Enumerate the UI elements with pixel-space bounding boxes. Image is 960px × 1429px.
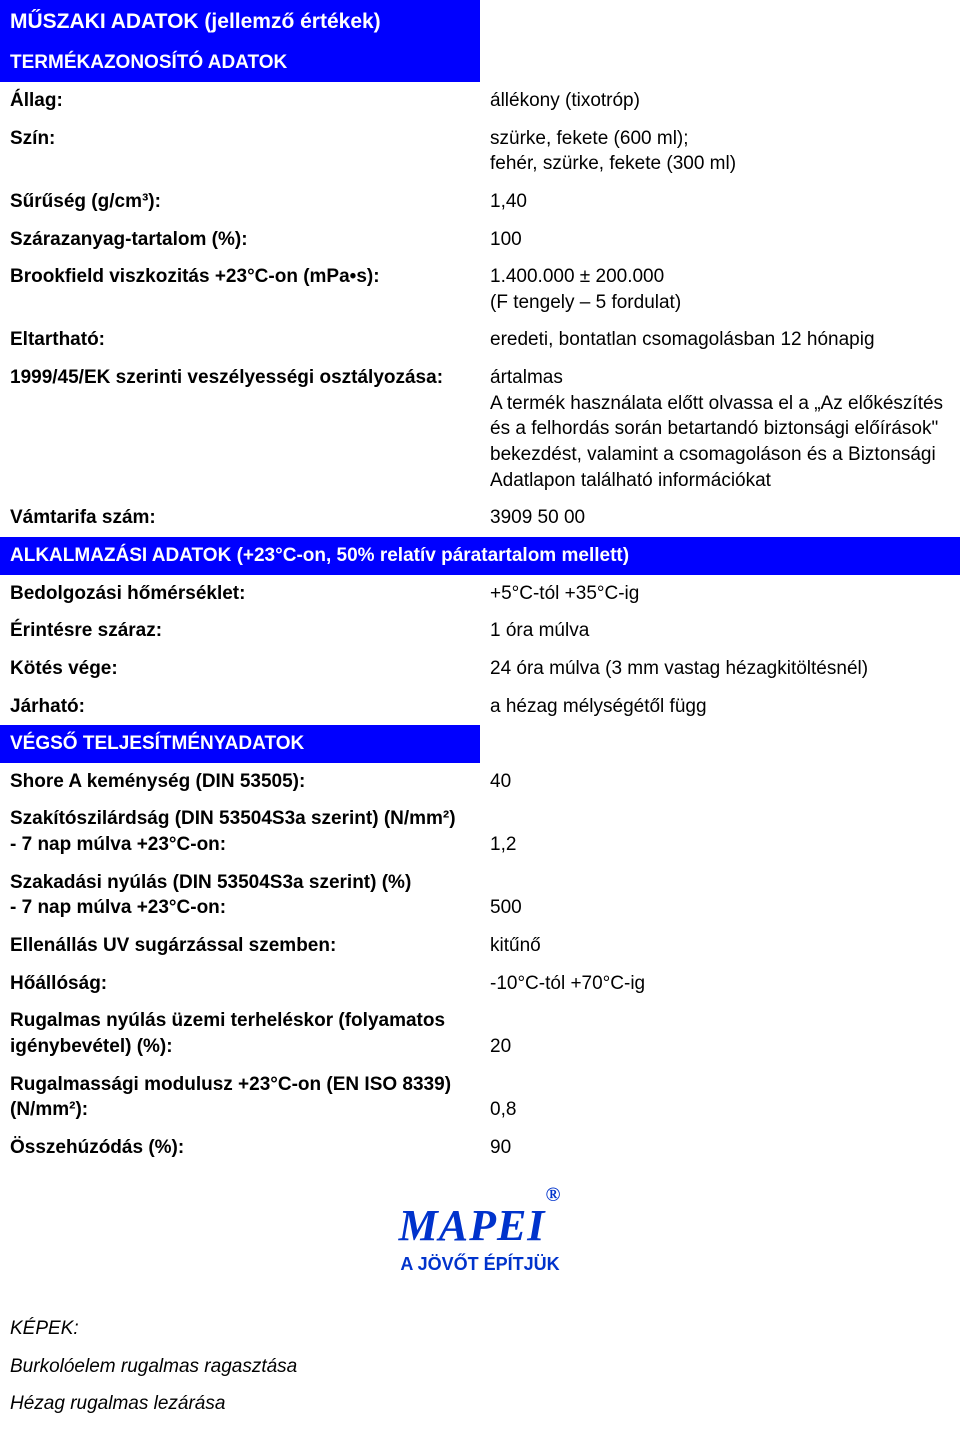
section-heading: VÉGSŐ TELJESÍTMÉNYADATOK <box>0 725 480 763</box>
value: 1,2 <box>480 800 960 863</box>
label: Sűrűség (g/cm³): <box>0 183 480 221</box>
row-rugalmassagi: Rugalmassági modulusz +23°C-on (EN ISO 8… <box>0 1066 960 1129</box>
section-spacer <box>480 44 960 82</box>
value: állékony (tixotróp) <box>480 82 960 120</box>
value: 1,40 <box>480 183 960 221</box>
row-shore: Shore A keménység (DIN 53505): 40 <box>0 763 960 801</box>
title-spacer <box>480 0 960 44</box>
label: Összehúzódás (%): <box>0 1129 480 1167</box>
logo-tagline: A JÖVŐT ÉPÍTJÜK <box>0 1252 960 1276</box>
row-erintesre: Érintésre száraz: 1 óra múlva <box>0 612 960 650</box>
value: 100 <box>480 221 960 259</box>
value: kitűnő <box>480 927 960 965</box>
label: Ellenállás UV sugárzással szemben: <box>0 927 480 965</box>
value: ártalmas A termék használata előtt olvas… <box>480 359 960 499</box>
row-bedolgozasi: Bedolgozási hőmérséklet: +5°C-tól +35°C-… <box>0 575 960 613</box>
label: Brookfield viszkozitás +23°C-on (mPa•s): <box>0 258 480 321</box>
value: 500 <box>480 864 960 927</box>
table-title-row: MŰSZAKI ADATOK (jellemző értékek) <box>0 0 960 44</box>
row-szin: Szín: szürke, fekete (600 ml); fehér, sz… <box>0 120 960 183</box>
label: Szín: <box>0 120 480 183</box>
value: eredeti, bontatlan csomagolásban 12 hóna… <box>480 321 960 359</box>
table-title: MŰSZAKI ADATOK (jellemző értékek) <box>0 0 480 44</box>
value: 90 <box>480 1129 960 1167</box>
row-brookfield: Brookfield viszkozitás +23°C-on (mPa•s):… <box>0 258 960 321</box>
row-kotesvege: Kötés vége: 24 óra múlva (3 mm vastag hé… <box>0 650 960 688</box>
value: 24 óra múlva (3 mm vastag hézagkitöltésn… <box>480 650 960 688</box>
page-container: MŰSZAKI ADATOK (jellemző értékek) TERMÉK… <box>0 0 960 1417</box>
label: Bedolgozási hőmérséklet: <box>0 575 480 613</box>
label: Állag: <box>0 82 480 120</box>
value: -10°C-tól +70°C-ig <box>480 965 960 1003</box>
footer-logo-block: MAPEI® A JÖVŐT ÉPÍTJÜK <box>0 1196 960 1276</box>
footer-text: KÉPEK: Burkolóelem rugalmas ragasztása H… <box>0 1316 960 1417</box>
data-table: MŰSZAKI ADATOK (jellemző értékek) TERMÉK… <box>0 0 960 1166</box>
label: Rugalmas nyúlás üzemi terheléskor (folya… <box>0 1002 480 1065</box>
footer-kepek: KÉPEK: <box>10 1316 950 1342</box>
row-szarazanyag: Szárazanyag-tartalom (%): 100 <box>0 221 960 259</box>
footer-line1: Burkolóelem rugalmas ragasztása <box>10 1354 950 1380</box>
logo-text: MAPEI <box>399 1201 546 1250</box>
section-application: ALKALMAZÁSI ADATOK (+23°C-on, 50% relatí… <box>0 537 960 575</box>
value: 1 óra múlva <box>480 612 960 650</box>
registered-icon: ® <box>545 1184 561 1206</box>
label: Kötés vége: <box>0 650 480 688</box>
value: +5°C-tól +35°C-ig <box>480 575 960 613</box>
row-uv: Ellenállás UV sugárzással szemben: kitűn… <box>0 927 960 965</box>
label: Shore A keménység (DIN 53505): <box>0 763 480 801</box>
footer-line2: Hézag rugalmas lezárása <box>10 1391 950 1417</box>
section-performance: VÉGSŐ TELJESÍTMÉNYADATOK <box>0 725 960 763</box>
mapei-logo: MAPEI® <box>0 1196 960 1255</box>
label: 1999/45/EK szerinti veszélyességi osztál… <box>0 359 480 499</box>
label: Szárazanyag-tartalom (%): <box>0 221 480 259</box>
label: Hőállóság: <box>0 965 480 1003</box>
row-szakadasi: Szakadási nyúlás (DIN 53504S3a szerint) … <box>0 864 960 927</box>
row-hoallosag: Hőállóság: -10°C-tól +70°C-ig <box>0 965 960 1003</box>
row-szakito: Szakítószilárdság (DIN 53504S3a szerint)… <box>0 800 960 863</box>
value: 3909 50 00 <box>480 499 960 537</box>
value: szürke, fekete (600 ml); fehér, szürke, … <box>480 120 960 183</box>
row-rugalmas-nyulas: Rugalmas nyúlás üzemi terheléskor (folya… <box>0 1002 960 1065</box>
section-heading: TERMÉKAZONOSÍTÓ ADATOK <box>0 44 480 82</box>
section-spacer <box>480 725 960 763</box>
row-eltarthato: Eltartható: eredeti, bontatlan csomagolá… <box>0 321 960 359</box>
section-product-id: TERMÉKAZONOSÍTÓ ADATOK <box>0 44 960 82</box>
value: 1.400.000 ± 200.000 (F tengely – 5 fordu… <box>480 258 960 321</box>
value: a hézag mélységétől függ <box>480 688 960 726</box>
label: Szakítószilárdság (DIN 53504S3a szerint)… <box>0 800 480 863</box>
row-veszely: 1999/45/EK szerinti veszélyességi osztál… <box>0 359 960 499</box>
label: Érintésre száraz: <box>0 612 480 650</box>
label: Rugalmassági modulusz +23°C-on (EN ISO 8… <box>0 1066 480 1129</box>
row-allag: Állag: állékony (tixotróp) <box>0 82 960 120</box>
row-jarhato: Járható: a hézag mélységétől függ <box>0 688 960 726</box>
label: Járható: <box>0 688 480 726</box>
row-osszehuzodas: Összehúzódás (%): 90 <box>0 1129 960 1167</box>
row-vamtarifa: Vámtarifa szám: 3909 50 00 <box>0 499 960 537</box>
value: 20 <box>480 1002 960 1065</box>
label: Szakadási nyúlás (DIN 53504S3a szerint) … <box>0 864 480 927</box>
label: Eltartható: <box>0 321 480 359</box>
row-suruseg: Sűrűség (g/cm³): 1,40 <box>0 183 960 221</box>
section-heading: ALKALMAZÁSI ADATOK (+23°C-on, 50% relatí… <box>0 537 960 575</box>
value: 0,8 <box>480 1066 960 1129</box>
label: Vámtarifa szám: <box>0 499 480 537</box>
value: 40 <box>480 763 960 801</box>
